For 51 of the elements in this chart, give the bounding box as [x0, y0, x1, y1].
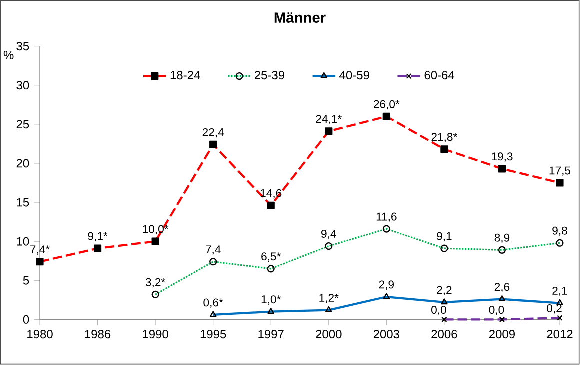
y-tick-label: 30: [16, 81, 30, 90]
data-label: 1,0*: [262, 296, 282, 305]
data-label: 17,5: [550, 166, 571, 176]
data-label: 1,2*: [320, 294, 339, 304]
data-label: 8,9: [494, 234, 510, 244]
y-axis-title: %: [4, 51, 14, 60]
y-tick-label: 35: [16, 42, 30, 51]
data-label: 11,6: [376, 212, 397, 222]
data-label: 9,8: [552, 226, 568, 236]
legend-label: 40-59: [340, 71, 370, 80]
legend-label: 60-64: [424, 71, 455, 80]
x-tick-label: 1997: [258, 330, 284, 339]
x-tick-label: 1980: [28, 330, 53, 339]
x-tick-label: 2000: [316, 330, 342, 339]
data-label: 24,1*: [316, 115, 342, 125]
data-label: 3,2*: [146, 278, 166, 288]
data-label: 21,8*: [432, 133, 458, 142]
x-tick-label: 1990: [143, 330, 168, 339]
x-tick-label: 2012: [547, 330, 573, 339]
x-tick-label: 1986: [85, 330, 111, 339]
data-label: 9,4: [322, 230, 336, 240]
data-label: 2,1: [552, 286, 568, 296]
data-label: 2,2: [437, 286, 452, 296]
data-label: 9,1: [437, 232, 452, 242]
data-label: 19,3: [492, 152, 513, 162]
data-label: 2,6: [494, 283, 510, 292]
data-label: 26,0*: [374, 100, 400, 110]
x-tick-label: 2003: [374, 330, 400, 339]
chart-title: Männer: [274, 12, 326, 23]
y-tick-label: 10: [17, 237, 30, 246]
data-label: 2,9: [379, 280, 394, 290]
data-label: 6,5*: [262, 252, 282, 262]
x-tick-label: 2009: [489, 330, 515, 339]
x-tick-label: 1995: [200, 330, 226, 339]
y-tick-label: 20: [16, 159, 30, 168]
legend-label: 25-39: [254, 71, 284, 80]
data-label: 7,4*: [30, 246, 50, 255]
y-tick-label: 0: [23, 315, 30, 324]
data-label: 14,6: [260, 189, 282, 199]
data-label: 0,0: [432, 306, 446, 316]
data-label: 10,0*: [143, 225, 169, 235]
data-label: 0,0: [489, 306, 504, 316]
x-tick-label: 2006: [432, 330, 458, 339]
y-tick-label: 5: [23, 276, 30, 285]
data-label: 22,4: [202, 128, 224, 138]
data-label: 7,4: [206, 246, 221, 255]
y-tick-label: 25: [16, 120, 30, 129]
y-tick-label: 15: [17, 198, 30, 207]
data-label: 0,6*: [204, 298, 224, 308]
legend-label: 18-24: [170, 71, 200, 80]
data-label: 9,1*: [88, 232, 108, 242]
